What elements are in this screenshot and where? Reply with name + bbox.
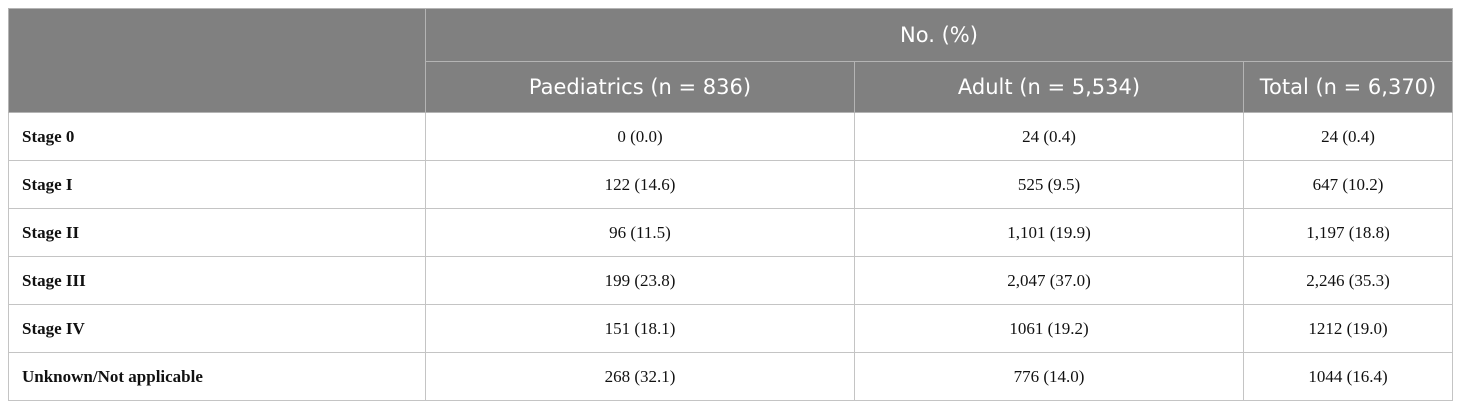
table-body: Stage 0 0 (0.0) 24 (0.4) 24 (0.4) Stage … xyxy=(8,112,1453,401)
cell-paediatrics: 151 (18.1) xyxy=(425,304,855,353)
cell-total: 1212 (19.0) xyxy=(1243,304,1453,353)
row-label: Stage IV xyxy=(8,304,426,353)
cell-total: 1,197 (18.8) xyxy=(1243,208,1453,257)
cell-adult: 1,101 (19.9) xyxy=(854,208,1244,257)
row-label: Stage 0 xyxy=(8,112,426,161)
cell-paediatrics: 122 (14.6) xyxy=(425,160,855,209)
header-group-no-percent: No. (%) xyxy=(425,8,1453,62)
cell-paediatrics: 268 (32.1) xyxy=(425,352,855,401)
row-label: Stage II xyxy=(8,208,426,257)
header-corner-cell xyxy=(8,8,426,113)
cell-paediatrics: 0 (0.0) xyxy=(425,112,855,161)
header-paediatrics: Paediatrics (n = 836) xyxy=(425,61,855,113)
cell-total: 2,246 (35.3) xyxy=(1243,256,1453,305)
cell-paediatrics: 96 (11.5) xyxy=(425,208,855,257)
header-total: Total (n = 6,370) xyxy=(1243,61,1453,113)
cell-adult: 24 (0.4) xyxy=(854,112,1244,161)
header-row-group: No. (%) xyxy=(8,8,1453,113)
table-row: Stage 0 0 (0.0) 24 (0.4) 24 (0.4) xyxy=(8,112,1453,161)
table-row: Unknown/Not applicable 268 (32.1) 776 (1… xyxy=(8,352,1453,401)
table-row: Stage I 122 (14.6) 525 (9.5) 647 (10.2) xyxy=(8,160,1453,209)
cell-adult: 2,047 (37.0) xyxy=(854,256,1244,305)
table-row: Stage IV 151 (18.1) 1061 (19.2) 1212 (19… xyxy=(8,304,1453,353)
header-adult: Adult (n = 5,534) xyxy=(854,61,1244,113)
cell-total: 24 (0.4) xyxy=(1243,112,1453,161)
header-row-columns: Paediatrics (n = 836) Adult (n = 5,534) … xyxy=(9,61,1453,113)
table-header: No. (%) Paediatrics (n = 836) Adult (n =… xyxy=(8,8,1453,113)
stage-distribution-table: No. (%) Paediatrics (n = 836) Adult (n =… xyxy=(8,8,1453,401)
cell-total: 1044 (16.4) xyxy=(1243,352,1453,401)
cell-adult: 525 (9.5) xyxy=(854,160,1244,209)
row-label: Stage I xyxy=(8,160,426,209)
row-label: Unknown/Not applicable xyxy=(8,352,426,401)
table-row: Stage III 199 (23.8) 2,047 (37.0) 2,246 … xyxy=(8,256,1453,305)
cell-adult: 776 (14.0) xyxy=(854,352,1244,401)
cell-total: 647 (10.2) xyxy=(1243,160,1453,209)
cell-paediatrics: 199 (23.8) xyxy=(425,256,855,305)
row-label: Stage III xyxy=(8,256,426,305)
cell-adult: 1061 (19.2) xyxy=(854,304,1244,353)
table-row: Stage II 96 (11.5) 1,101 (19.9) 1,197 (1… xyxy=(8,208,1453,257)
